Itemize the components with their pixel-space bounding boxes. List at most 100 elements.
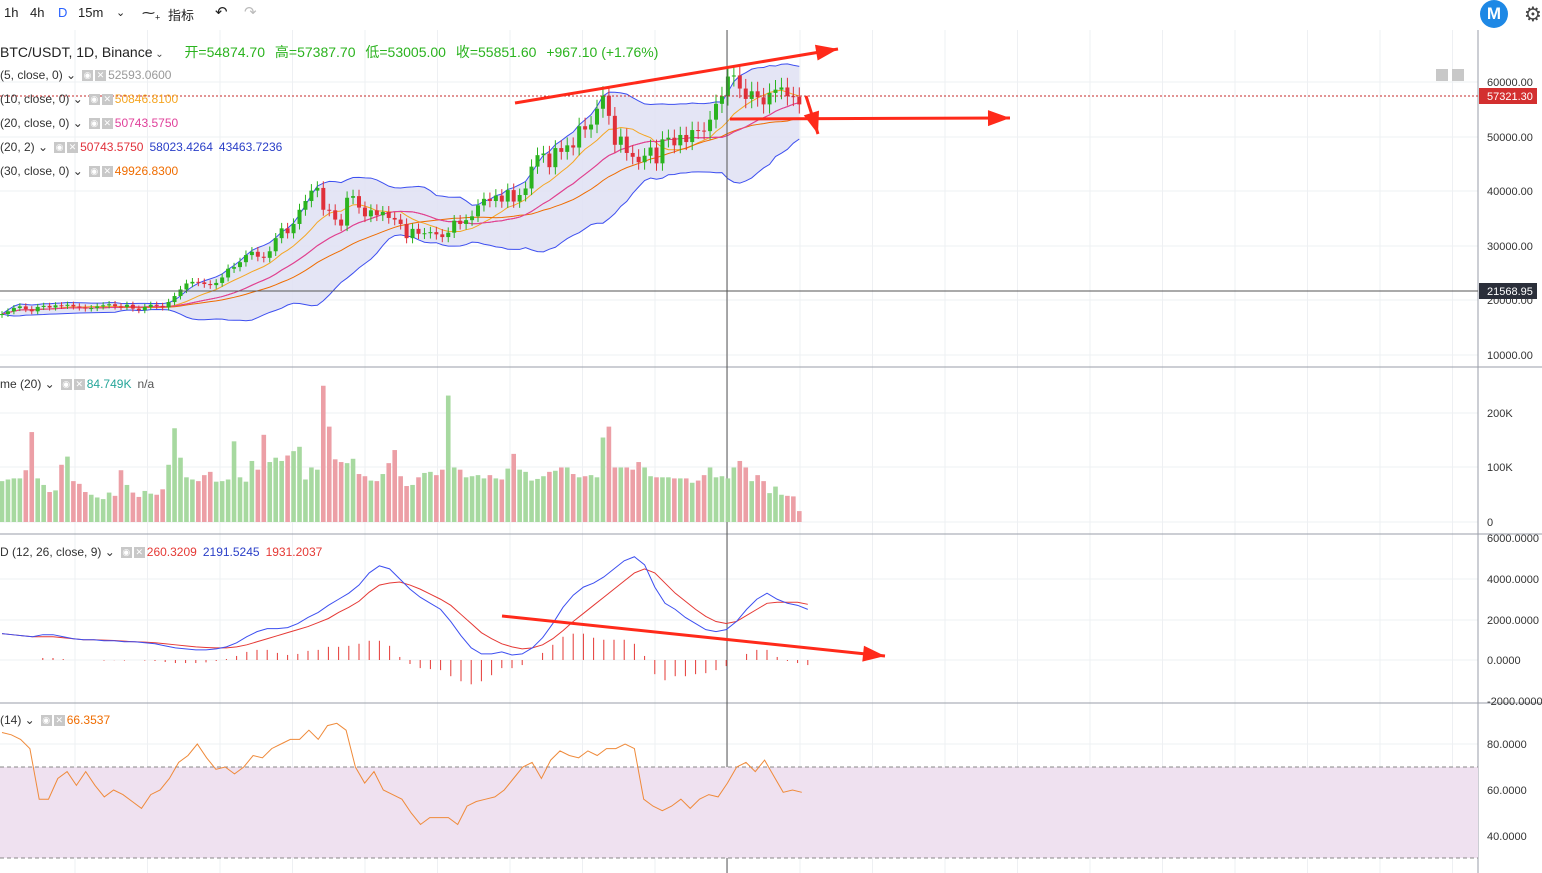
legend-label[interactable]: (20, close, 0) ⌄ [0,116,83,130]
scale-up-button[interactable] [1452,69,1464,81]
volume-bar [398,476,403,522]
legend-label[interactable]: (14) ⌄ [0,713,35,727]
interval-d[interactable]: D [58,5,68,20]
candle-body [345,197,350,226]
close-icon[interactable]: ✕ [133,547,145,559]
candle-body [529,166,534,189]
close-icon[interactable]: ✕ [73,379,85,391]
volume-bar [523,471,528,522]
close-icon[interactable]: ✕ [67,142,79,154]
candle-body [577,126,582,148]
interval-1h[interactable]: 1h [4,5,19,20]
gear-icon[interactable]: ⚙ [1524,4,1542,26]
rsi-legend[interactable]: (14) ⌄ ◉ ✕ 66.3537 [0,713,116,727]
indicator-legend[interactable]: (20, 2) ⌄ ◉ ✕ 50743.5750 58023.4264 43463.723… [0,140,288,154]
legend-label[interactable]: (5, close, 0) ⌄ [0,68,77,82]
candle-body [107,304,112,306]
rsi-band [0,767,1478,858]
volume-bar [178,457,183,522]
volume-bar [624,467,630,522]
eye-icon[interactable]: ◉ [54,142,66,154]
interval-15m[interactable]: 15m [78,5,104,20]
volume-bar [83,492,88,522]
legend-label[interactable]: (30, close, 0) ⌄ [0,164,83,178]
candle-body [690,130,695,143]
candle-body [583,126,588,130]
candle-body [714,103,718,120]
candle-body [749,91,754,99]
eye-icon[interactable]: ◉ [82,70,94,82]
candle-body [23,306,28,310]
close-icon[interactable]: ✕ [101,166,113,178]
indicator-legend[interactable]: (5, close, 0) ⌄ ◉ ✕ 52593.0600 [0,68,177,82]
volume-bar [719,476,725,522]
volume-bar [797,511,802,522]
volume-bar [564,467,570,522]
candle-body [101,305,106,307]
crosshair-price-label: 21568.95 [1487,286,1533,298]
candle-body [190,281,195,284]
macd-legend[interactable]: D (12, 26, close, 9) ⌄ ◉ ✕ 260.3209 2191.524… [0,545,328,559]
volume-bar [326,426,332,522]
candle-body [351,196,356,198]
rsi-axis-label: 40.0000 [1487,831,1527,843]
legend-value: n/a [137,377,155,391]
eye-icon[interactable]: ◉ [88,166,100,178]
candle-body [571,145,576,148]
close-icon[interactable]: ✕ [95,70,107,82]
candle-body [315,187,320,191]
candle-body [702,130,707,132]
close-icon[interactable]: ✕ [53,715,65,727]
candle-body [291,223,296,234]
volume-bar [469,476,475,522]
eye-icon[interactable]: ◉ [120,547,132,559]
legend-label[interactable]: (20, 2) ⌄ [0,140,49,154]
volume-bar [541,476,546,522]
redo-icon[interactable]: ↷ [244,4,257,21]
eye-icon[interactable]: ◉ [88,94,100,106]
close-icon[interactable]: ✕ [101,118,113,130]
symbol-name[interactable]: BTC/USDT, 1D, Binance [0,44,153,60]
eye-icon[interactable]: ◉ [60,379,72,391]
indicator-legend[interactable]: (10, close, 0) ⌄ ◉ ✕ 50846.8100 [0,92,184,106]
volume-bar [606,426,612,522]
indicator-legend[interactable]: (20, close, 0) ⌄ ◉ ✕ 50743.5750 [0,116,184,130]
volume-bar [285,455,290,522]
indicator-legend[interactable]: (30, close, 0) ⌄ ◉ ✕ 49926.8300 [0,164,184,178]
volume-legend[interactable]: me (20) ⌄ ◉ ✕ 84.749K n/a [0,377,160,391]
volume-bar [493,478,499,522]
chevron-down-icon[interactable]: ⌄ [116,7,126,19]
indicators-button[interactable]: 指标 [168,8,195,23]
macd-line [1,556,808,656]
eye-icon[interactable]: ◉ [88,118,100,130]
candle-body [17,306,22,309]
legend-label[interactable]: (10, close, 0) ⌄ [0,92,83,106]
legend-label[interactable]: D (12, 26, close, 9) ⌄ [0,545,115,559]
chevron-down-icon[interactable]: ⌄ [152,49,167,60]
undo-icon[interactable]: ↶ [215,4,228,21]
candle-body [196,281,201,283]
rsi-axis-label: 60.0000 [1487,785,1527,797]
scale-down-button[interactable] [1436,69,1448,81]
eye-icon[interactable]: ◉ [40,715,52,727]
volume-bar [362,476,368,522]
candle-body [83,307,88,309]
volume-bar [65,456,70,522]
legend-value: 50743.5750 [80,140,144,154]
candle-body [238,262,242,268]
volume-bar [291,451,296,522]
candle-body [678,134,683,146]
candle-body [428,232,433,234]
close-icon[interactable]: ✕ [101,94,113,106]
volume-bar [160,489,165,522]
candle-body [77,306,82,308]
interval-4h[interactable]: 4h [30,5,45,20]
volume-bar [88,494,94,522]
volume-bar [5,479,11,522]
volume-bar [267,462,273,522]
legend-label[interactable]: me (20) ⌄ [0,377,55,391]
volume-bar [225,479,231,522]
indicators-icon[interactable]: ⁓+ [142,5,161,23]
volume-bar [683,478,689,522]
